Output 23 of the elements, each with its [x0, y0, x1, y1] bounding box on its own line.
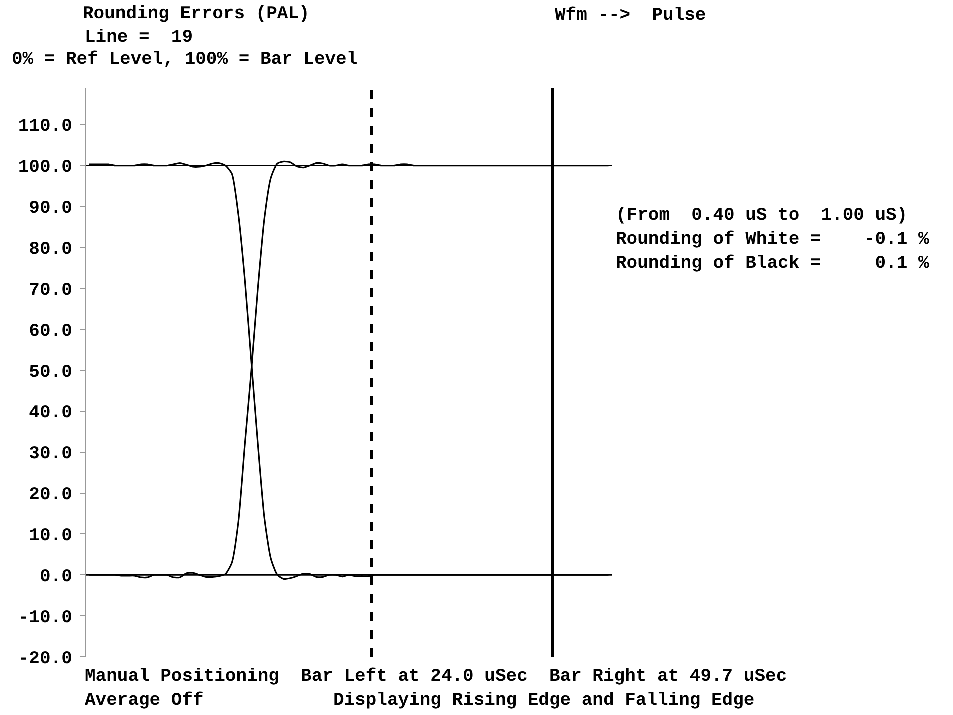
text: Manual Positioning Bar Left at 24.0 uSec Bar Right at 49.7 uSec: [85, 667, 788, 687]
y-tick-label: 40.0: [29, 404, 72, 424]
text: Average Off Displaying Rising Edge and Falling Edge: [85, 691, 755, 711]
y-tick-label: 0.0: [40, 567, 72, 588]
y-tick-label: -20.0: [18, 649, 72, 670]
text: (From 0.40 uS to 1.00 uS): [616, 206, 908, 226]
y-tick-label: 80.0: [29, 240, 72, 260]
y-tick-label: 70.0: [29, 280, 72, 301]
chart-subtitle: Line = 19: [85, 28, 194, 48]
y-tick-label: 60.0: [29, 322, 72, 342]
y-tick-label: -10.0: [18, 608, 72, 628]
y-tick-label: 50.0: [29, 362, 72, 383]
y-tick-label: 90.0: [29, 199, 72, 220]
y-tick-label: 110.0: [18, 117, 72, 138]
text: 0% = Ref Level, 100% = Bar Level: [12, 50, 358, 70]
text: Wfm --> Pulse: [555, 6, 706, 26]
text: Rounding of White = -0.1 %: [616, 230, 930, 250]
y-tick-label: 20.0: [29, 486, 72, 506]
y-tick-label: 100.0: [18, 158, 72, 178]
chart-title: Rounding Errors (PAL): [83, 4, 310, 25]
text: Rounding of Black = 0.1 %: [616, 254, 930, 274]
y-tick-label: 30.0: [29, 444, 72, 465]
y-tick-label: 10.0: [29, 526, 72, 546]
